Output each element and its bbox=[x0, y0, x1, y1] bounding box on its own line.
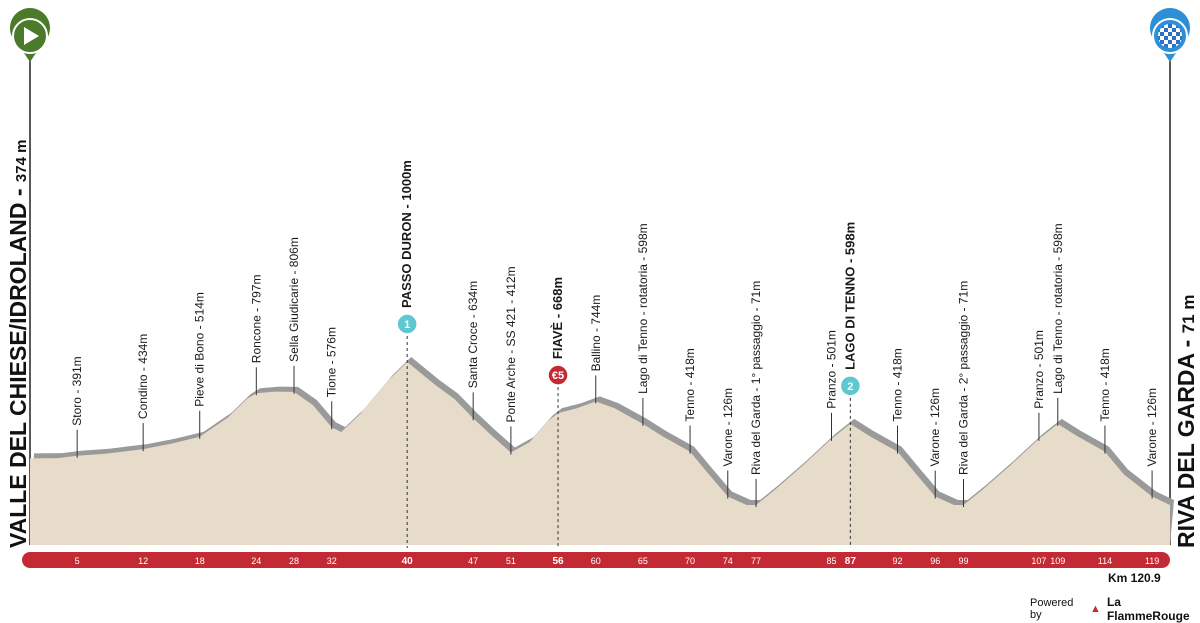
play-icon bbox=[24, 27, 39, 45]
waypoint-8: Ponte Arche - SS 421 - 412m bbox=[504, 266, 518, 455]
total-distance: Km 120.9 bbox=[1108, 571, 1161, 585]
waypoint-21: Lago di Tenno - rotatoria - 598m bbox=[1051, 223, 1065, 426]
marker-label: 1 bbox=[404, 319, 410, 331]
km-tick-label: 74 bbox=[723, 556, 733, 566]
waypoint-22: Tenno - 418m bbox=[1098, 348, 1112, 454]
km-tick-label: 109 bbox=[1050, 556, 1065, 566]
waypoint-label: Ballino - 744m bbox=[589, 295, 603, 372]
waypoint-14: Riva del Garda - 1° passaggio - 71m bbox=[749, 281, 763, 507]
start-title: VALLE DEL CHIESE/IDROLAND - 374 m bbox=[5, 140, 31, 548]
km-tick-label: 40 bbox=[402, 556, 414, 567]
km-tick-label: 107 bbox=[1031, 556, 1046, 566]
waypoint-13: Varone - 126m bbox=[721, 388, 735, 499]
finish-title: RIVA DEL GARDA - 71 m bbox=[1173, 295, 1199, 548]
marker-label: €5 bbox=[552, 370, 564, 382]
waypoint-label: Roncone - 797m bbox=[249, 274, 263, 363]
waypoint-label: Tenno - 418m bbox=[1098, 348, 1112, 421]
waypoint-12: Tenno - 418m bbox=[683, 348, 697, 454]
marker-label: 2 bbox=[847, 381, 853, 393]
km-tick-label: 77 bbox=[751, 556, 761, 566]
km-tick-label: 12 bbox=[138, 556, 148, 566]
km-tick-label: 119 bbox=[1145, 556, 1159, 566]
waypoint-label: Tenno - 418m bbox=[683, 348, 697, 421]
km-tick-label: 70 bbox=[685, 556, 695, 566]
waypoint-label: Ponte Arche - SS 421 - 412m bbox=[504, 266, 518, 422]
kom-marker bbox=[839, 375, 862, 397]
waypoint-label: LAGO DI TENNO - 598m bbox=[842, 222, 857, 370]
km-tick-label: 87 bbox=[845, 556, 857, 567]
waypoint-7: Santa Croce - 634m bbox=[466, 281, 480, 421]
waypoint-0: Storo - 391m bbox=[70, 356, 84, 458]
waypoint-6: 1 PASSO DURON - 1000m bbox=[396, 160, 418, 548]
waypoint-label: Lago di Tenno - rotatoria - 598m bbox=[1051, 223, 1065, 394]
km-tick-label: 32 bbox=[327, 556, 337, 566]
waypoint-18: Varone - 126m bbox=[928, 388, 942, 499]
waypoint-10: Ballino - 744m bbox=[589, 295, 603, 404]
waypoint-23: Varone - 126m bbox=[1145, 388, 1159, 499]
km-tick-label: 18 bbox=[195, 556, 205, 566]
sprint-marker bbox=[547, 364, 569, 386]
finish-marker bbox=[1150, 8, 1191, 63]
waypoint-3: Roncone - 797m bbox=[249, 274, 263, 396]
waypoint-label: Sella Giudicarie - 806m bbox=[287, 237, 301, 362]
waypoint-label: Varone - 126m bbox=[721, 388, 735, 467]
waypoint-label: Condino - 434m bbox=[136, 334, 150, 419]
start-marker bbox=[10, 8, 51, 62]
waypoint-17: Tenno - 418m bbox=[891, 348, 905, 454]
waypoint-label: Riva del Garda - 2° passaggio - 71m bbox=[957, 281, 971, 475]
km-tick-label: 114 bbox=[1098, 556, 1112, 566]
powered-by-text: Powered by bbox=[1030, 597, 1074, 621]
waypoint-label: FIAVÈ - 668m bbox=[550, 277, 565, 359]
checkered-flag-icon bbox=[1158, 24, 1182, 48]
flame-icon: ▲ bbox=[1090, 603, 1101, 615]
waypoint-4: Sella Giudicarie - 806m bbox=[287, 237, 301, 394]
waypoint-label: PASSO DURON - 1000m bbox=[399, 160, 414, 308]
km-tick-label: 60 bbox=[591, 556, 601, 566]
waypoint-label: Varone - 126m bbox=[928, 388, 942, 467]
km-axis-bar bbox=[22, 552, 1170, 568]
waypoint-1: Condino - 434m bbox=[136, 334, 150, 452]
waypoint-label: Pranzo - 501m bbox=[825, 330, 839, 409]
km-tick-label: 24 bbox=[251, 556, 261, 566]
km-tick-label: 28 bbox=[289, 556, 299, 566]
waypoint-label: Tenno - 418m bbox=[891, 348, 905, 421]
waypoint-2: Pieve di Bono - 514m bbox=[193, 292, 207, 439]
km-tick-label: 85 bbox=[826, 556, 836, 566]
km-tick-label: 51 bbox=[506, 556, 516, 566]
waypoint-label: Pranzo - 501m bbox=[1032, 330, 1046, 409]
km-tick-label: 56 bbox=[552, 556, 564, 567]
waypoint-16: 2 LAGO DI TENNO - 598m bbox=[839, 222, 862, 548]
waypoint-label: Varone - 126m bbox=[1145, 388, 1159, 467]
waypoint-20: Pranzo - 501m bbox=[1032, 330, 1046, 441]
waypoint-5: Tione - 576m bbox=[325, 327, 339, 430]
waypoint-9: €5 FIAVÈ - 668m bbox=[547, 277, 569, 548]
waypoint-label: Pieve di Bono - 514m bbox=[193, 292, 207, 407]
brand-logo-text: La FlammeRouge bbox=[1106, 595, 1190, 623]
footer-brand: Powered by ▲ La FlammeRouge bbox=[1030, 595, 1200, 623]
kom-marker bbox=[396, 313, 418, 335]
waypoint-label: Lago di Tenno - rotatoria - 598m bbox=[636, 223, 650, 394]
waypoint-11: Lago di Tenno - rotatoria - 598m bbox=[636, 223, 650, 426]
km-tick-label: 99 bbox=[958, 556, 968, 566]
waypoint-label: Tione - 576m bbox=[325, 327, 339, 397]
waypoint-label: Santa Croce - 634m bbox=[466, 281, 480, 388]
km-tick-label: 96 bbox=[930, 556, 940, 566]
waypoint-15: Pranzo - 501m bbox=[825, 330, 839, 441]
waypoint-label: Storo - 391m bbox=[70, 356, 84, 425]
km-tick-label: 47 bbox=[468, 556, 478, 566]
km-tick-label: 92 bbox=[892, 556, 902, 566]
km-tick-label: 65 bbox=[638, 556, 648, 566]
waypoint-label: Riva del Garda - 1° passaggio - 71m bbox=[749, 281, 763, 475]
terrain-profile bbox=[30, 362, 1170, 545]
km-tick-label: 5 bbox=[75, 556, 80, 566]
waypoint-19: Riva del Garda - 2° passaggio - 71m bbox=[957, 281, 971, 507]
